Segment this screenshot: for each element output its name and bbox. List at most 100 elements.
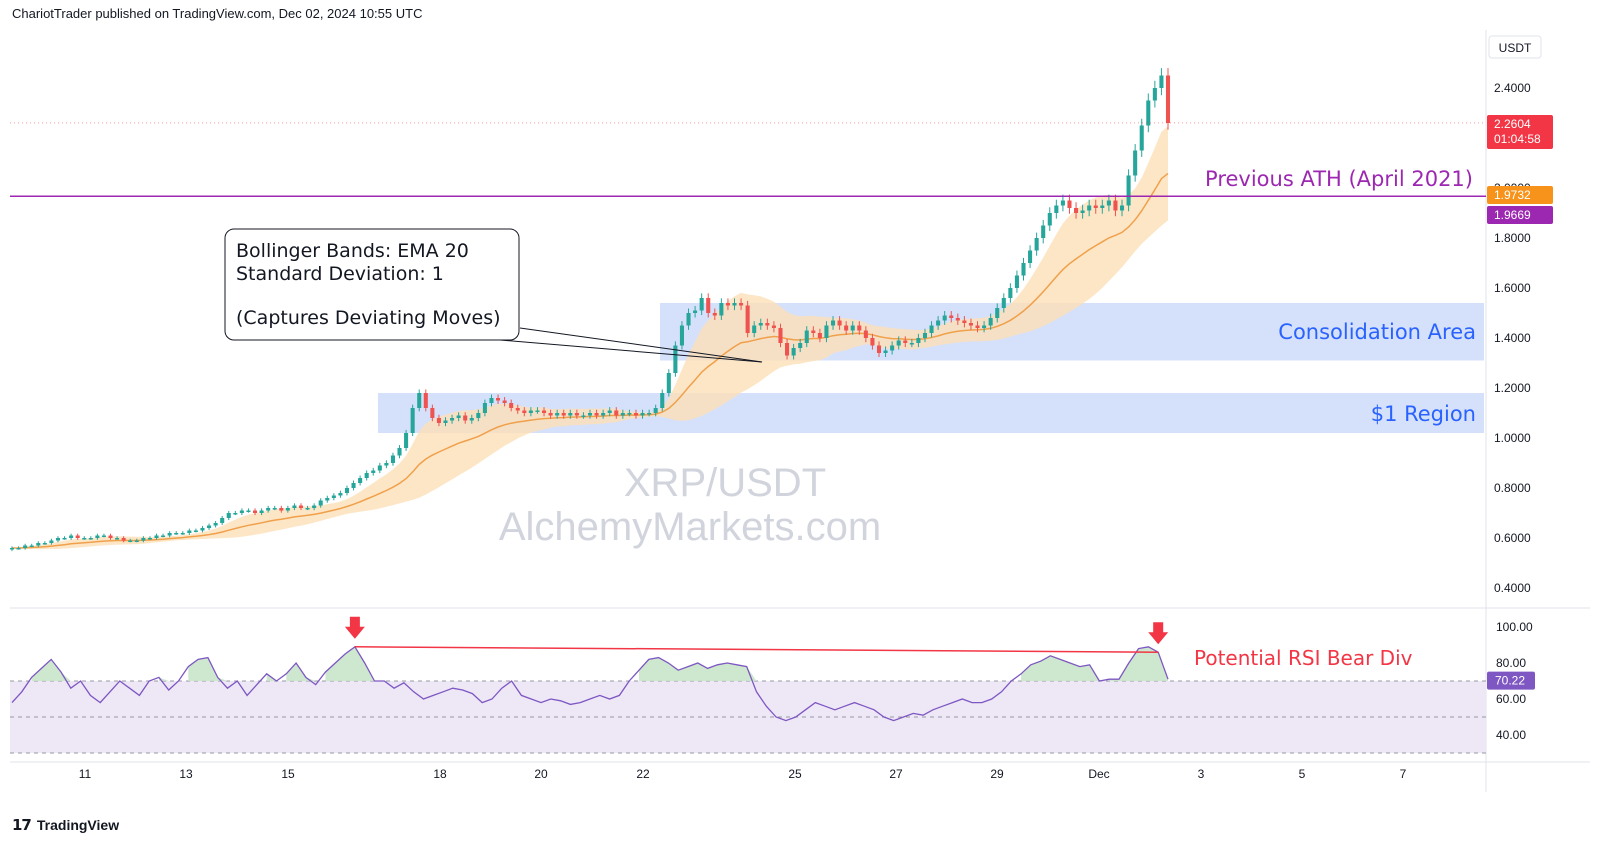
candle-body <box>147 538 152 540</box>
candle-body <box>325 498 330 501</box>
candle-body <box>358 478 363 483</box>
candle-body <box>298 505 304 508</box>
candle-body <box>174 533 179 535</box>
candle-body <box>1054 205 1059 213</box>
chart-frame[interactable]: XRP/USDT AlchemyMarkets.com Consolidatio… <box>10 30 1590 792</box>
candle-body <box>115 538 120 540</box>
time-tick-label: 29 <box>990 767 1004 781</box>
price-tick-label: 1.4000 <box>1494 331 1531 345</box>
candle-body <box>213 523 218 526</box>
rsi-tick-label: 40.00 <box>1496 728 1526 742</box>
candle-body <box>1047 213 1052 226</box>
candle-body <box>561 413 566 416</box>
candle-body <box>574 413 579 416</box>
time-tick-label: 20 <box>534 767 548 781</box>
candle-body <box>469 418 474 421</box>
rsi-tick-label: 60.00 <box>1496 692 1526 706</box>
candle-body <box>49 540 54 543</box>
candle-body <box>1060 200 1065 206</box>
candle-body <box>778 328 783 343</box>
candle-body <box>239 510 244 513</box>
candle-body <box>1152 88 1157 101</box>
price-tick-label: 0.8000 <box>1494 481 1531 495</box>
watermark-symbol: XRP/USDT <box>624 461 826 505</box>
chart-canvas[interactable]: XRP/USDT AlchemyMarkets.com Consolidatio… <box>10 30 1590 792</box>
bollinger-callout[interactable]: Bollinger Bands: EMA 20 Standard Deviati… <box>224 228 763 363</box>
candle-body <box>95 535 100 538</box>
candle-body <box>252 510 258 513</box>
candle-body <box>305 508 310 510</box>
candle-body <box>883 350 888 353</box>
candle-body <box>502 400 507 403</box>
candle-body <box>1113 200 1118 211</box>
ema-price-tag-text: 1.9732 <box>1494 188 1531 202</box>
candle-body <box>929 325 934 333</box>
ema-price-tag: 1.9732 <box>1487 186 1553 204</box>
candle-body <box>817 333 822 338</box>
ath-layer <box>10 122 1486 198</box>
candle-body <box>653 408 658 413</box>
candle-body <box>259 510 264 513</box>
candle-body <box>1034 238 1039 251</box>
candle-body <box>141 538 146 541</box>
current-price-tag-bg <box>1487 115 1553 149</box>
candle-body <box>870 338 875 346</box>
price-axis[interactable]: USDT 2.40002.20002.00001.80001.60001.400… <box>1487 35 1553 595</box>
candle-body <box>509 403 514 408</box>
candle-body <box>443 420 448 423</box>
bollinger-band <box>12 126 1168 550</box>
candle-body <box>863 330 868 338</box>
rsi-pane[interactable]: 100.00 80.00 60.00 40.00 70.22 <box>10 616 1535 754</box>
candle-body <box>771 325 776 328</box>
currency-badge[interactable] <box>1488 35 1542 59</box>
time-axis[interactable]: 11 13 15 18 20 22 25 27 29 Dec 3 5 7 <box>79 767 1407 781</box>
candle-body <box>581 415 586 417</box>
candle-body <box>633 413 639 416</box>
candle-body <box>968 323 973 326</box>
candle-body <box>955 318 960 321</box>
candle-body <box>995 308 1000 318</box>
rsi-tick-label: 100.00 <box>1496 620 1533 634</box>
candle-body <box>1106 200 1111 206</box>
candle-body <box>496 398 501 401</box>
dollar-region-label: $1 Region <box>1371 402 1476 426</box>
candle-body <box>515 408 520 411</box>
candle-body <box>1001 298 1006 308</box>
candle-body <box>482 403 487 413</box>
candle-body <box>417 393 422 408</box>
candle-body <box>732 303 737 306</box>
rsi-line <box>11 645 1169 722</box>
candle-body <box>312 505 317 508</box>
candle-body <box>620 413 625 416</box>
candle-body <box>154 535 159 538</box>
candle-body <box>693 310 698 313</box>
candle-body <box>75 535 80 538</box>
candle-body <box>62 538 67 540</box>
candle-body <box>377 465 382 471</box>
candle-body <box>1100 205 1105 208</box>
rsi-overbought-fill <box>31 646 1169 681</box>
callout-pointer-bottom <box>499 339 763 363</box>
candle-body <box>1080 210 1085 213</box>
time-tick-label: 27 <box>889 767 903 781</box>
candle-body <box>824 325 829 338</box>
tradingview-logo-text: TradingView <box>36 817 120 833</box>
tradingview-logo[interactable]: 17 TradingView <box>12 816 119 834</box>
candle-body <box>108 535 113 538</box>
candle-body <box>548 413 553 416</box>
time-tick-label: 25 <box>788 767 802 781</box>
callout-box <box>224 228 520 341</box>
candle-body <box>949 315 954 318</box>
candle-body <box>220 518 225 523</box>
candle-body <box>101 535 106 537</box>
candle-body <box>207 525 212 528</box>
candle-body <box>16 548 21 550</box>
candle-body <box>896 340 901 346</box>
candle-body <box>640 413 645 416</box>
time-tick-label: 3 <box>1198 767 1205 781</box>
bollinger-band-layer <box>12 126 1168 550</box>
candle-body <box>430 408 435 418</box>
candle-body <box>922 333 928 338</box>
candle-body <box>791 348 796 356</box>
candle-body <box>318 500 323 506</box>
